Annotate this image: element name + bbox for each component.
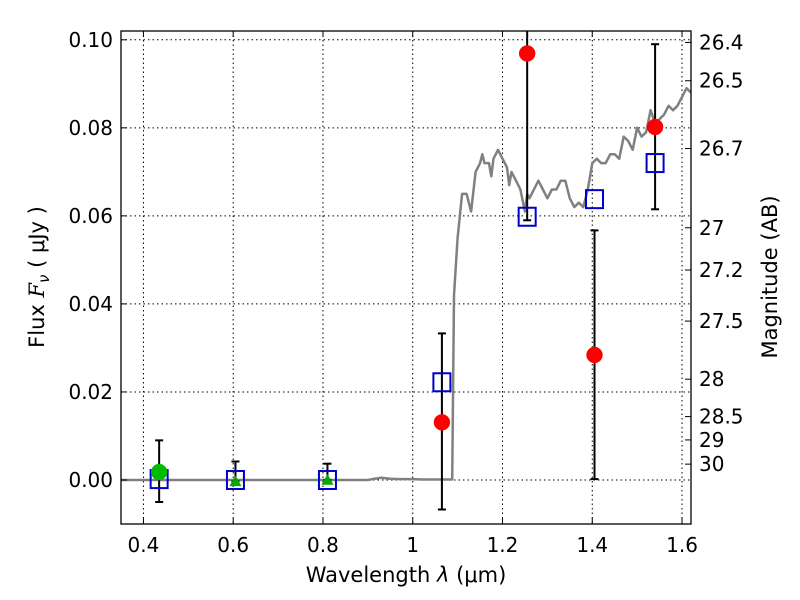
observed-flux-point — [586, 346, 603, 364]
model-flux-square — [585, 189, 605, 210]
y-axis-label-subscript: ν — [35, 275, 53, 283]
model-spectrum-line — [121, 86, 691, 482]
y2-tick-label: 27 — [699, 216, 724, 240]
model-flux-square — [432, 372, 452, 393]
x-tick-label: 0.6 — [217, 533, 249, 557]
x-tick-label: 1.6 — [666, 533, 698, 557]
y-tick-label: 0.02 — [68, 380, 113, 404]
model-flux-square — [517, 206, 537, 227]
marker-layer — [149, 45, 665, 490]
model-curve-layer — [121, 86, 691, 482]
y-tick-label: 0.00 — [68, 468, 113, 492]
x-tick-label: 1 — [406, 533, 419, 557]
y2-tick-label: 26.4 — [699, 30, 744, 54]
x-axis-label-symbol: λ — [436, 563, 449, 587]
y-axis-label: Flux Fν ( μJy ) — [25, 206, 53, 348]
y2-tick-label: 26.5 — [699, 69, 744, 93]
y2-tick-label: 28.5 — [699, 405, 744, 429]
y-tick-label: 0.10 — [68, 28, 113, 52]
y2-axis-label: Magnitude (AB) — [758, 195, 782, 358]
y2-tick-label: 26.7 — [699, 137, 744, 161]
x-tick-label: 1.2 — [487, 533, 519, 557]
upper-limit-triangle — [229, 475, 242, 487]
x-axis-label: Wavelength λ (μm) — [306, 563, 507, 587]
y2-tick-label: 28 — [699, 367, 724, 391]
observed-flux-point — [518, 45, 536, 62]
x-tick-label: 0.4 — [128, 533, 160, 557]
x-tick-label: 1.4 — [576, 533, 608, 557]
y2-tick-label: 27.5 — [699, 309, 744, 333]
y-axis-label-symbol: F — [25, 282, 49, 299]
plot-frame — [120, 30, 692, 525]
y-tick-label: 0.06 — [68, 204, 113, 228]
y2-tick-label: 27.2 — [699, 258, 744, 282]
error-bar-layer — [155, 31, 660, 511]
y2-tick-label: 29 — [699, 428, 724, 452]
y-tick-label: 0.08 — [68, 116, 113, 140]
observed-flux-point — [433, 414, 451, 431]
observed-flux-point — [150, 463, 168, 481]
grid — [121, 31, 691, 524]
observed-flux-point — [646, 118, 664, 136]
x-tick-label: 0.8 — [307, 533, 339, 557]
tick-layer: 0.4 0.6 0.8 1 1.2 1.4 1.6 0.00 0.02 0.04 0.06 0.08 0… — [68, 28, 743, 557]
upper-limit-triangle — [321, 473, 334, 485]
y-tick-label: 0.04 — [68, 292, 113, 316]
model-flux-square — [317, 469, 337, 490]
model-flux-square — [225, 469, 245, 490]
model-flux-square — [645, 153, 665, 174]
y2-tick-label: 30 — [699, 452, 724, 476]
